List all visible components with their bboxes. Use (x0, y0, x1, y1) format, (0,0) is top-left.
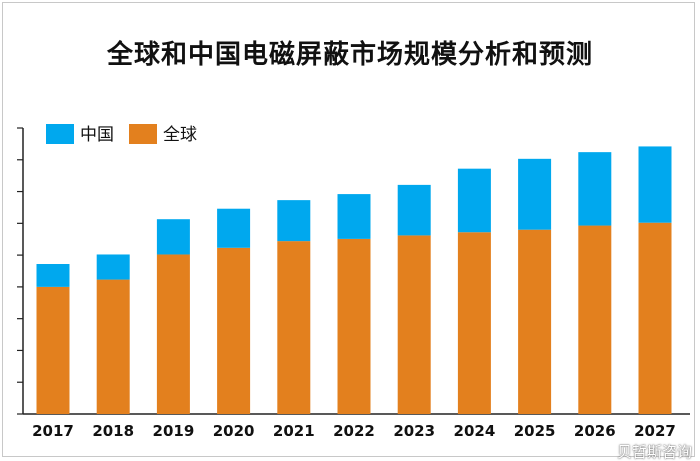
bar-china-2017 (36, 264, 70, 287)
x-tick-label: 2019 (153, 422, 195, 440)
bar-global-2027 (638, 222, 672, 414)
x-tick-label: 2021 (273, 422, 315, 440)
x-tick-label: 2025 (514, 422, 556, 440)
x-tick-label: 2027 (634, 422, 676, 440)
bar-china-2022 (337, 194, 371, 239)
x-tick-label: 2020 (213, 422, 255, 440)
bar-china-2025 (518, 158, 552, 230)
bar-china-2021 (277, 200, 311, 242)
bar-china-2019 (156, 219, 190, 255)
bar-global-2018 (96, 279, 130, 414)
x-tick-label: 2024 (454, 422, 496, 440)
bar-global-2019 (156, 254, 190, 414)
x-tick-label: 2017 (32, 422, 74, 440)
x-tick-label: 2023 (393, 422, 435, 440)
legend-swatch-china (46, 124, 74, 144)
x-tick-label: 2022 (333, 422, 375, 440)
legend-label-china: 中国 (80, 125, 114, 145)
bar-china-2024 (457, 168, 491, 233)
chart-title: 全球和中国电磁屏蔽市场规模分析和预测 (106, 40, 593, 70)
bar-china-2026 (578, 152, 612, 226)
x-tick-label: 2018 (92, 422, 134, 440)
bar-global-2024 (457, 232, 491, 414)
chart-frame (2, 2, 695, 457)
bar-china-2018 (96, 254, 130, 280)
x-tick-label: 2026 (574, 422, 616, 440)
bar-global-2022 (337, 238, 371, 414)
watermark: 贝哲斯咨询 (616, 443, 692, 461)
bar-global-2021 (277, 241, 311, 414)
bar-global-2026 (578, 225, 612, 414)
bar-china-2027 (638, 146, 672, 223)
bar-global-2025 (518, 229, 552, 414)
legend-label-global: 全球 (163, 125, 197, 145)
legend-swatch-global (129, 124, 157, 144)
bar-china-2023 (397, 184, 431, 236)
bar-global-2023 (397, 235, 431, 414)
bar-global-2017 (36, 286, 70, 414)
bar-china-2020 (217, 208, 251, 248)
bar-global-2020 (217, 247, 251, 414)
